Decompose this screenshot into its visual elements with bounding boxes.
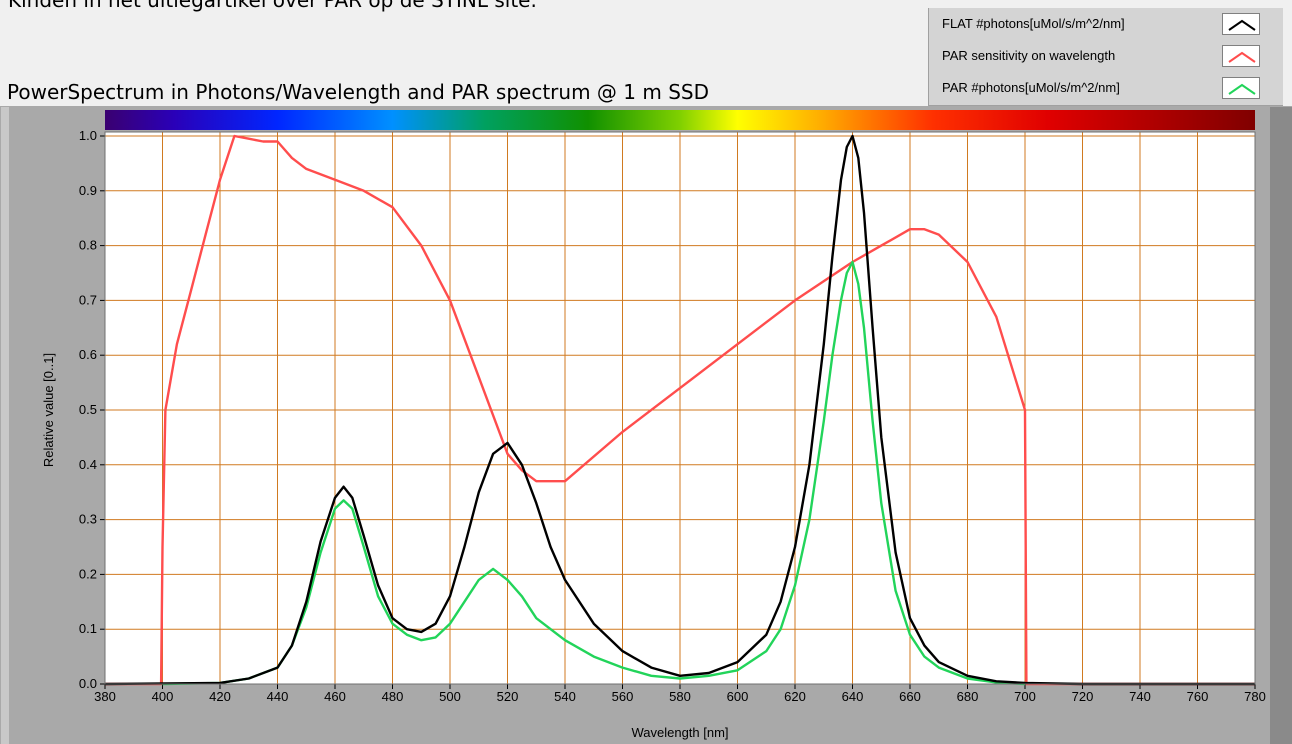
x-tick-label: 520 — [497, 689, 519, 704]
y-tick-label: 0.6 — [79, 347, 97, 362]
x-tick-label: 700 — [1014, 689, 1036, 704]
legend-swatch — [1222, 13, 1260, 35]
x-tick-label: 380 — [94, 689, 116, 704]
chart-title: PowerSpectrum in Photons/Wavelength and … — [7, 80, 709, 104]
chart-frame-left-edge — [1, 107, 9, 744]
series-line-1 — [104, 134, 1255, 686]
legend: FLAT #photons[uMol/s/m^2/nm] PAR sensiti… — [928, 8, 1283, 106]
tick-labels: 380 400 420 440 460 480 500 520 540 560 580 600 620 6… — [79, 128, 1266, 704]
y-tick-label: 0.3 — [79, 512, 97, 527]
y-tick-label: 0.5 — [79, 402, 97, 417]
y-axis-label: Relative value [0..1] — [41, 353, 56, 467]
x-tick-label: 560 — [612, 689, 634, 704]
legend-label: PAR #photons[uMol/s/m^2/nm] — [942, 80, 1120, 95]
y-tick-label: 0.4 — [79, 457, 97, 472]
page-caption: Kinden in het uitlegartikel over PAR op … — [8, 0, 537, 12]
chart-svg: 380 400 420 440 460 480 500 520 540 560 580 600 620 6… — [0, 106, 1292, 744]
y-tick-label: 0.9 — [79, 183, 97, 198]
legend-item-flat-photons: FLAT #photons[uMol/s/m^2/nm] — [929, 10, 1283, 38]
y-tick-label: 0.7 — [79, 292, 97, 307]
x-tick-label: 740 — [1129, 689, 1151, 704]
x-tick-label: 780 — [1244, 689, 1266, 704]
x-tick-label: 540 — [554, 689, 576, 704]
plot-area — [100, 131, 1256, 689]
x-tick-label: 680 — [957, 689, 979, 704]
x-tick-label: 500 — [439, 689, 461, 704]
x-tick-label: 660 — [899, 689, 921, 704]
series-line-2 — [105, 134, 1255, 686]
legend-item-par-sensitivity: PAR sensitivity on wavelength — [929, 42, 1283, 70]
x-tick-label: 580 — [669, 689, 691, 704]
legend-swatch — [1222, 77, 1260, 99]
x-tick-label: 720 — [1072, 689, 1094, 704]
y-tick-label: 1.0 — [79, 128, 97, 143]
legend-label: PAR sensitivity on wavelength — [942, 48, 1116, 63]
chart-frame-right-edge — [1270, 107, 1292, 744]
plot-border — [104, 131, 1256, 685]
x-tick-label: 420 — [209, 689, 231, 704]
chart-window: 380 400 420 440 460 480 500 520 540 560 580 600 620 6… — [0, 8, 1292, 744]
x-tick-label: 440 — [267, 689, 289, 704]
x-tick-label: 760 — [1187, 689, 1209, 704]
y-tick-label: 0.8 — [79, 238, 97, 253]
spectrum-color-bar — [105, 110, 1255, 130]
x-tick-label: 640 — [842, 689, 864, 704]
legend-swatch — [1222, 45, 1260, 67]
x-axis-label: Wavelength [nm] — [631, 725, 728, 740]
y-tick-label: 0.2 — [79, 566, 97, 581]
y-tick-label: 0.1 — [79, 621, 97, 636]
series-line-3 — [162, 260, 1026, 686]
x-tick-label: 480 — [382, 689, 404, 704]
x-tick-label: 600 — [727, 689, 749, 704]
legend-label: FLAT #photons[uMol/s/m^2/nm] — [942, 16, 1125, 31]
legend-item-par-photons: PAR #photons[uMol/s/m^2/nm] — [929, 74, 1283, 102]
x-tick-label: 620 — [784, 689, 806, 704]
y-tick-label: 0.0 — [79, 676, 97, 691]
x-tick-label: 460 — [324, 689, 346, 704]
x-tick-label: 400 — [152, 689, 174, 704]
